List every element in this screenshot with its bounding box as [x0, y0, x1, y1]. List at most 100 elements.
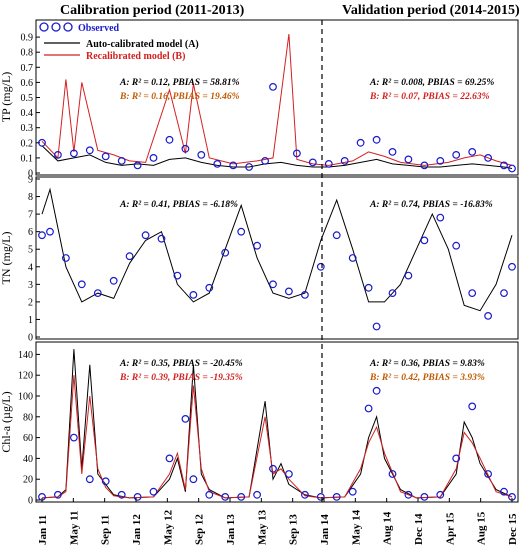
tp-series-recalibrated-model-b [41, 34, 513, 166]
tn-observed-point [125, 252, 134, 261]
validation-period-title: Validation period (2014-2015) [342, 3, 520, 18]
chla-observed-point [133, 493, 142, 501]
chla-series-auto-calibrated-model-a [41, 349, 513, 499]
chla-ytick-label: 20 [23, 475, 33, 486]
tp-ytick-label: 0.3 [21, 123, 34, 134]
tp-observed-point [261, 156, 270, 165]
chla-observed-point [101, 477, 110, 486]
chla-cal-stats-b: B: R² = 0.39, PBIAS = -19.35% [119, 373, 243, 383]
tn-observed-point [436, 213, 445, 222]
tp-observed-point [436, 156, 445, 165]
tn-ylabel: TN (mg/L) [0, 232, 13, 285]
chla-ytick-label: 40 [23, 454, 33, 465]
chla-observed-point [500, 487, 508, 496]
tn-ytick-label: 5 [28, 245, 33, 256]
chla-observed-point [348, 487, 357, 496]
chla-observed-point [54, 490, 62, 499]
tn-observed-point [221, 248, 230, 257]
tp-observed-point [101, 152, 110, 161]
tn-val-stats-a: A: R² = 0.74, PBIAS = -16.83% [369, 200, 493, 210]
tn-plot-area: 0 1 2 3 4 5 6 7 8 9 [28, 175, 516, 344]
calibration-period-title: Calibration period (2011-2013) [60, 3, 245, 18]
tn-observed-point [332, 231, 341, 240]
xtick-label: Aug 15 [476, 511, 488, 545]
tp-series-auto-calibrated-model-a [41, 145, 513, 169]
chla-observed-point [253, 490, 262, 499]
chla-observed-point [436, 490, 445, 499]
tp-cal-stats-b: B: R² = 0.16, PBIAS = 19.46% [119, 92, 240, 102]
chla-observed-point [285, 470, 293, 478]
chla-observed-point [316, 493, 325, 501]
tp-observed-point [508, 164, 516, 173]
tp-ytick-label: 0.7 [21, 63, 34, 74]
tn-observed-point [468, 289, 477, 298]
tn-observed-point [508, 262, 516, 271]
tp-observed-point [500, 161, 508, 170]
tn-observed-point [109, 276, 118, 285]
tn-observed-point [388, 289, 397, 298]
chla-series-recalibrated-model-b [41, 375, 513, 499]
xtick-label: Apr 15 [444, 512, 456, 545]
tn-observed-point [301, 291, 309, 299]
xtick-label: Sep 13 [288, 514, 300, 545]
xtick-label: Jan 13 [225, 514, 237, 545]
tn-observed-point [316, 262, 325, 271]
tn-ytick-label: 6 [28, 227, 33, 238]
xtick-label: Jan 12 [131, 514, 143, 545]
tp-observed-point [308, 158, 317, 167]
tp-observed-point [38, 138, 46, 147]
legend-recal-label: Recalibrated model (B) [86, 51, 185, 62]
chla-ytick-label: 140 [18, 350, 33, 361]
xtick-label: Jan 14 [319, 514, 331, 545]
tn-observed-point [62, 254, 70, 262]
tn-observed-point [157, 234, 166, 243]
xtick-label: Aug 14 [382, 511, 394, 545]
tn-observed-point [93, 289, 102, 298]
tp-observed-point [245, 163, 254, 171]
tp-ytick-label: 0 [28, 169, 33, 180]
chla-panel-frame [35, 341, 519, 503]
tn-observed-point [285, 287, 293, 296]
legend-auto-label: Auto-calibrated model (A) [86, 39, 199, 50]
tp-observed-point [133, 161, 142, 170]
chla-observed-point [205, 490, 214, 499]
tp-plot-area: 0 0.1 0.2 0.3 0.4 0.5 0.6 0.7 0.8 0.9 [21, 33, 516, 180]
tn-observed-point [189, 291, 198, 299]
chla-val-stats-b: B: R² = 0.42, PBIAS = 3.93% [369, 373, 485, 383]
tp-observed-point [452, 150, 461, 159]
tn-ytick-label: 9 [28, 175, 33, 186]
tn-observed-point [500, 289, 508, 298]
chla-ytick-label: 0 [28, 496, 33, 507]
tp-observed-point [356, 138, 365, 147]
tp-ytick-label: 0.8 [21, 48, 34, 59]
tp-observed-point [197, 150, 206, 159]
tp-cal-stats-a: A: R² = 0.12, PBIAS = 58.81% [119, 78, 240, 88]
chla-observed-point [165, 454, 174, 463]
tn-observed-point [420, 236, 429, 245]
tp-observed-point [181, 144, 190, 153]
tn-series-auto-calibrated-model-a [41, 187, 513, 312]
xtick-label: May 14 [350, 509, 362, 545]
tn-observed-point [372, 322, 381, 331]
chla-observed-point [364, 404, 373, 413]
chla-observed-point [149, 487, 158, 496]
legend-observed-marker [63, 22, 73, 32]
xtick-label: Dec 14 [413, 513, 425, 545]
chla-observed-point [372, 386, 381, 395]
xtick-label: Sep 11 [100, 515, 112, 545]
tn-observed-point [237, 227, 246, 236]
chla-observed-point [189, 475, 198, 484]
tp-ytick-label: 0.1 [21, 153, 34, 164]
chla-ytick-label: 80 [23, 412, 33, 423]
tp-observed-point [372, 135, 381, 144]
tp-observed-point [85, 146, 94, 155]
chla-observed-point [117, 490, 126, 499]
tp-val-stats-a: A: R² = 0.008, PBIAS = 69.25% [369, 78, 494, 88]
chla-observed-point [85, 475, 94, 484]
tn-ytick-label: 8 [28, 192, 33, 203]
tn-observed-point [348, 254, 357, 262]
tn-ytick-label: 2 [28, 297, 33, 308]
chla-observed-point [468, 402, 477, 411]
chla-observed-point [484, 470, 493, 478]
